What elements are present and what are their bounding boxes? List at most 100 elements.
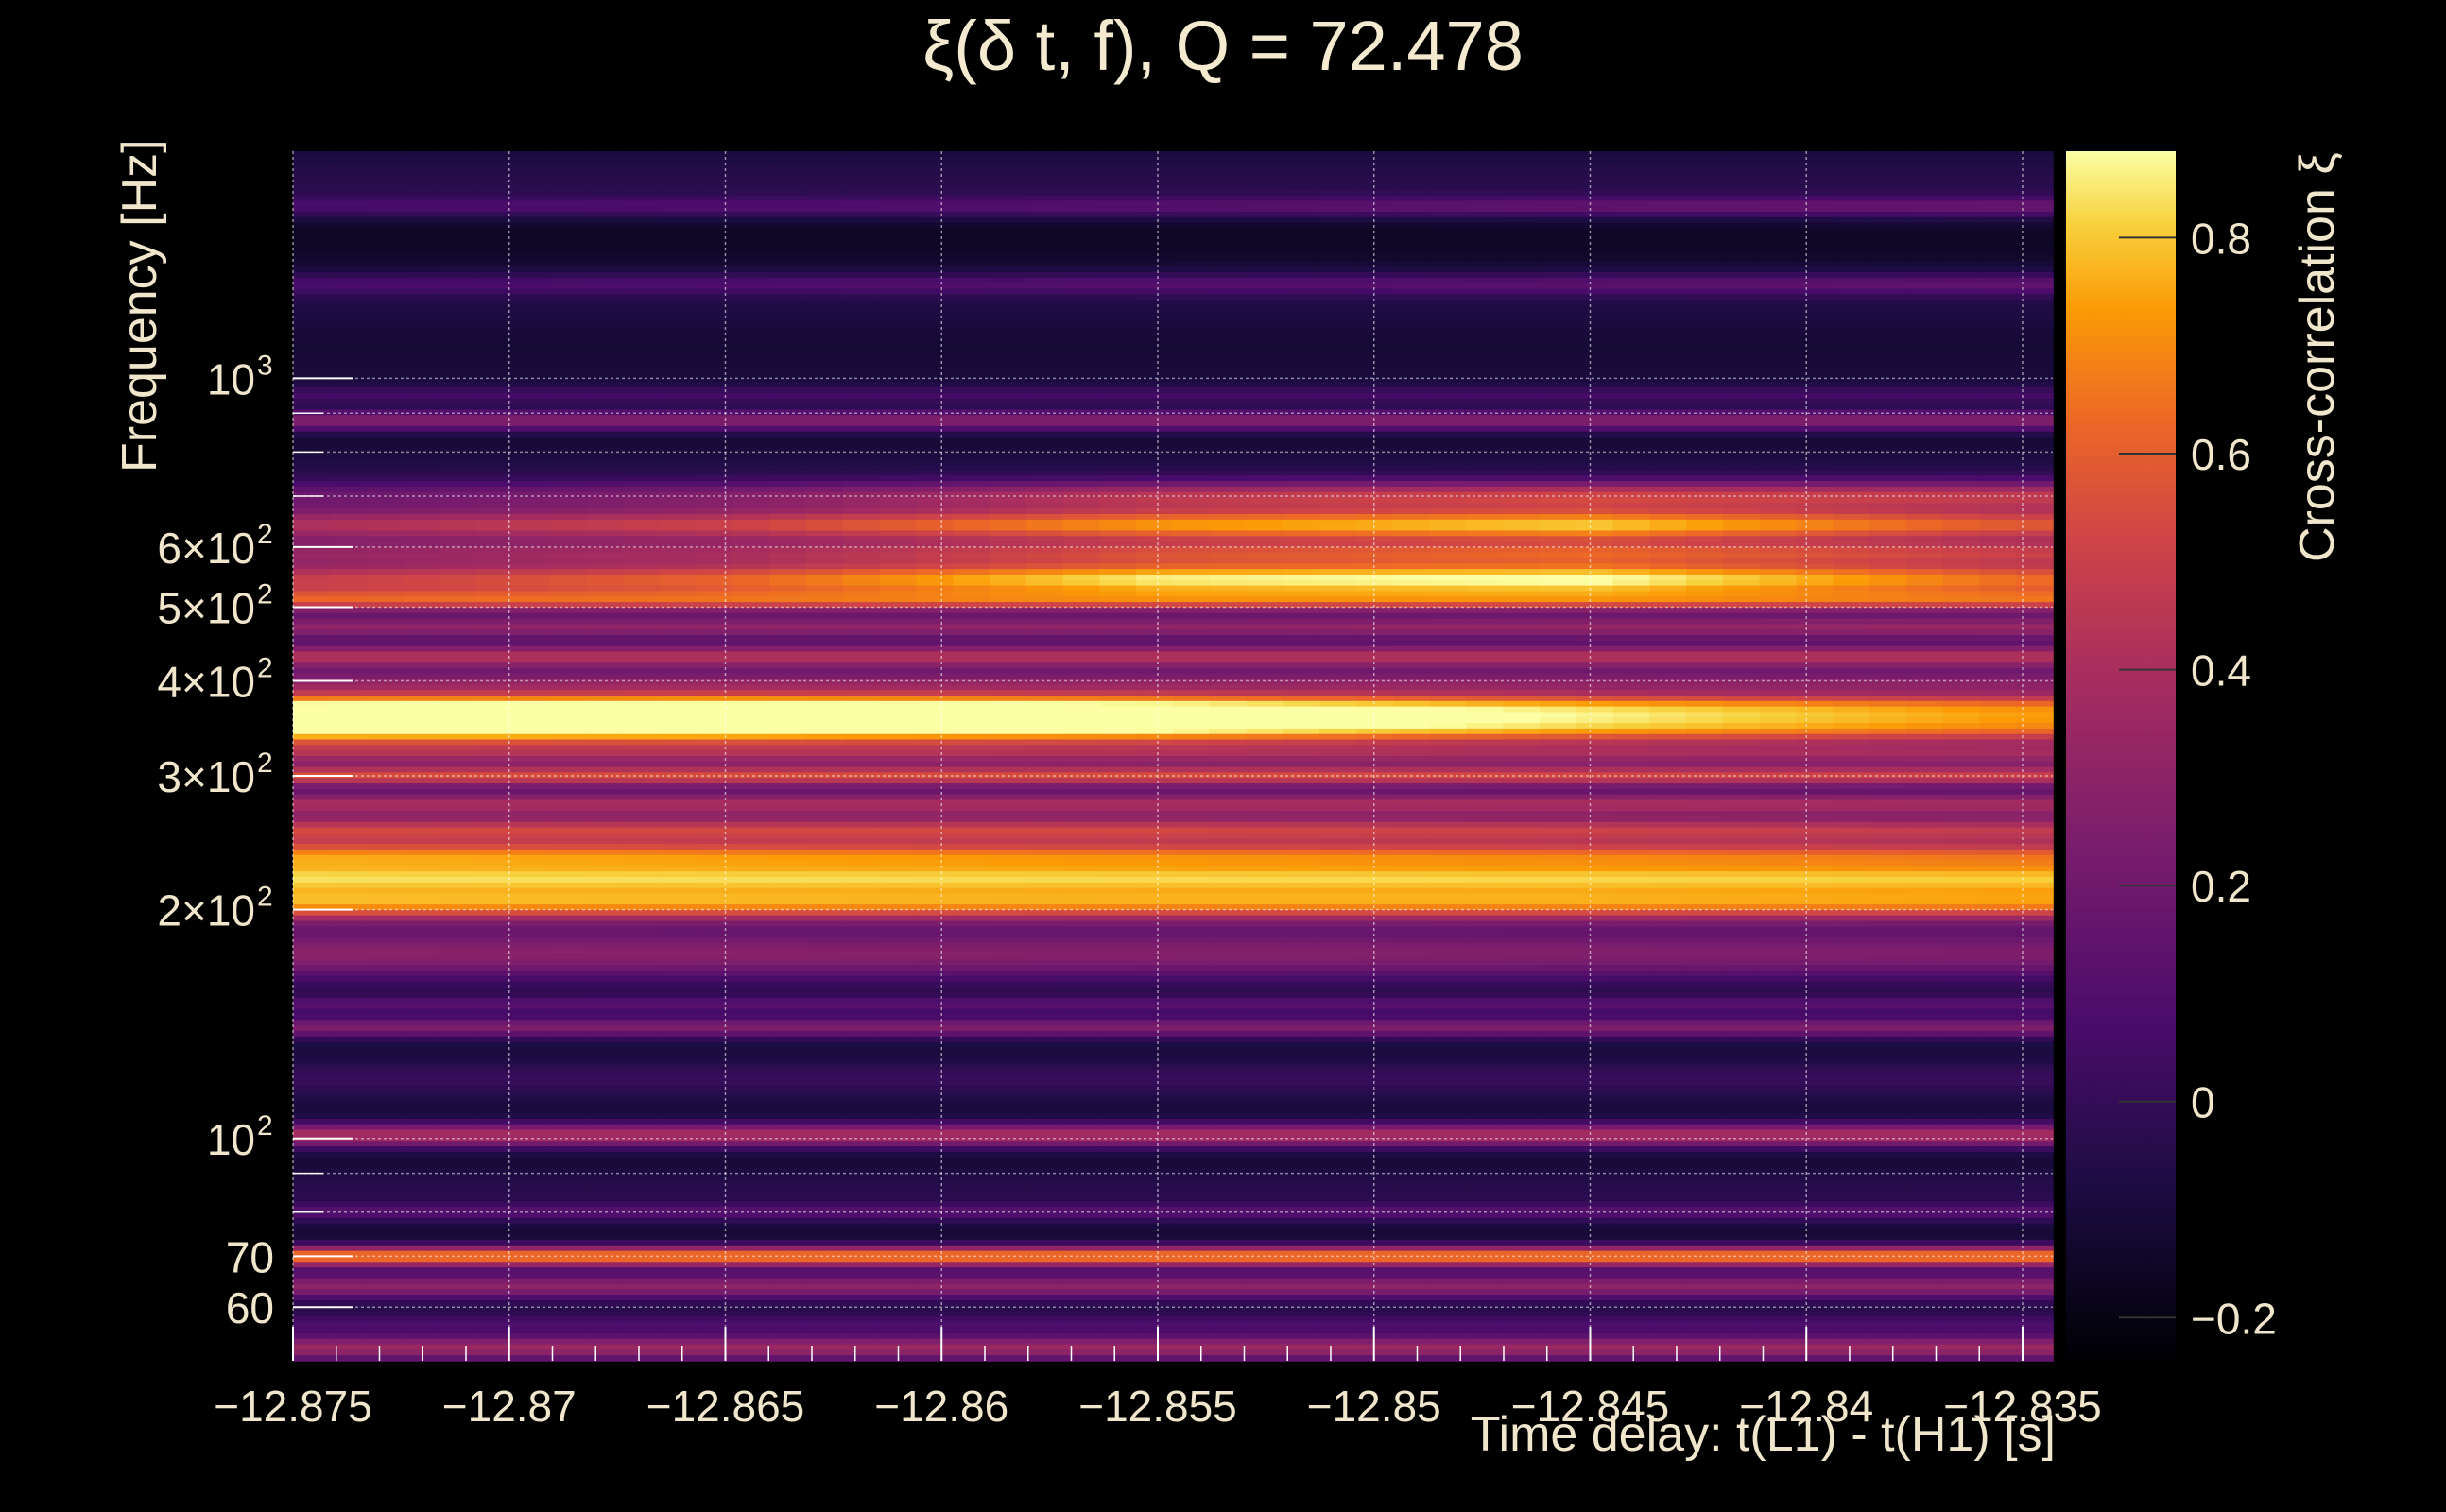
heatmap-cell xyxy=(1062,266,1101,273)
heatmap-cell xyxy=(696,552,734,559)
heatmap-cell xyxy=(1429,216,1468,224)
heatmap-cell xyxy=(1759,228,1798,235)
heatmap-cell xyxy=(1392,294,1431,301)
heatmap-cell xyxy=(586,431,624,438)
heatmap-cell xyxy=(329,304,368,312)
heatmap-cell xyxy=(769,327,807,334)
heatmap-cell xyxy=(366,475,405,482)
heatmap-cell xyxy=(1466,640,1504,647)
heatmap-cell xyxy=(916,524,955,532)
heatmap-cell xyxy=(879,249,918,257)
heatmap-cell xyxy=(1246,508,1284,515)
heatmap-cell xyxy=(1905,491,1944,499)
heatmap-cell xyxy=(1466,167,1504,175)
heatmap-cell xyxy=(1539,393,1577,400)
heatmap-cell xyxy=(1722,200,1761,207)
heatmap-cell xyxy=(329,409,368,417)
heatmap-cell xyxy=(586,216,624,224)
heatmap-cell xyxy=(1905,624,1944,630)
heatmap-cell xyxy=(1979,151,2018,158)
heatmap-cell xyxy=(1503,607,1541,614)
heatmap-cell xyxy=(293,629,331,636)
heatmap-cell xyxy=(879,156,918,163)
heatmap-cell xyxy=(1246,437,1284,444)
heatmap-cell xyxy=(1025,206,1064,213)
heatmap-cell xyxy=(366,491,405,499)
heatmap-cell xyxy=(1796,448,1834,455)
heatmap-cell xyxy=(1355,579,1394,587)
heatmap-cell xyxy=(1539,497,1577,505)
heatmap-cell xyxy=(1283,249,1320,257)
heatmap-cell xyxy=(1466,684,1504,691)
heatmap-cell xyxy=(696,415,734,421)
heatmap-cell xyxy=(1759,249,1798,257)
heatmap-cell xyxy=(916,679,955,686)
heatmap-cell xyxy=(1649,618,1687,626)
heatmap-cell xyxy=(1869,173,1907,180)
heatmap-cell xyxy=(1283,651,1320,659)
heatmap-cell xyxy=(1062,679,1101,686)
heatmap-cell xyxy=(1686,288,1724,296)
heatmap-cell xyxy=(329,354,368,361)
heatmap-cell xyxy=(1466,183,1504,191)
heatmap-cell xyxy=(1466,349,1504,356)
heatmap-cell xyxy=(1099,415,1138,421)
heatmap-cell xyxy=(1539,651,1577,659)
heatmap-cell xyxy=(1979,679,2018,686)
heatmap-cell xyxy=(623,425,661,433)
heatmap-cell xyxy=(1576,585,1614,593)
heatmap-cell xyxy=(1319,575,1357,581)
heatmap-cell xyxy=(623,645,661,653)
heatmap-cell xyxy=(1796,376,1834,384)
heatmap-cell xyxy=(1942,304,1981,312)
heatmap-cell xyxy=(1025,442,1064,449)
heatmap-cell xyxy=(1979,173,2018,180)
heatmap-cell xyxy=(732,244,771,251)
heatmap-cell xyxy=(659,591,698,598)
heatmap-cell xyxy=(1612,662,1651,669)
heatmap-cell xyxy=(1025,470,1064,477)
heatmap-cell xyxy=(403,635,440,642)
heatmap-cell xyxy=(1099,167,1138,175)
heatmap-cell xyxy=(1173,448,1211,455)
heatmap-cell xyxy=(475,591,514,598)
heatmap-cell xyxy=(549,151,588,158)
heatmap-cell xyxy=(1576,657,1614,663)
heatmap-cell xyxy=(1062,195,1101,202)
heatmap-cell xyxy=(696,524,734,532)
heatmap-cell xyxy=(1612,337,1651,345)
heatmap-cell xyxy=(1833,448,1870,455)
heatmap-cell xyxy=(439,475,477,482)
heatmap-cell xyxy=(1503,387,1541,394)
heatmap-cell xyxy=(1246,316,1284,323)
heatmap-cell xyxy=(1649,151,1687,158)
heatmap-cell xyxy=(1905,421,1944,427)
heatmap-cell xyxy=(1173,530,1211,538)
heatmap-cell xyxy=(806,404,844,411)
heatmap-cell xyxy=(1429,448,1468,455)
heatmap-cell xyxy=(549,717,588,724)
heatmap-cell xyxy=(1905,337,1944,345)
heatmap-cell xyxy=(1355,602,1394,609)
heatmap-cell xyxy=(1209,421,1248,427)
heatmap-cell xyxy=(1466,530,1504,538)
heatmap-cell xyxy=(696,398,734,405)
heatmap-cell xyxy=(329,343,368,351)
heatmap-cell xyxy=(1869,635,1907,642)
heatmap-cell xyxy=(659,712,698,719)
heatmap-cell xyxy=(1649,464,1687,472)
heatmap-cell xyxy=(806,569,844,576)
heatmap-cell xyxy=(806,514,844,521)
heatmap-cell xyxy=(586,712,624,719)
heatmap-cell xyxy=(1025,552,1064,559)
heatmap-cell xyxy=(1869,464,1907,472)
heatmap-cell xyxy=(1722,349,1761,356)
heatmap-cell xyxy=(696,382,734,388)
heatmap-cell xyxy=(1025,596,1064,603)
heatmap-cell xyxy=(1466,541,1504,548)
heatmap-cell xyxy=(1466,404,1504,411)
heatmap-cell xyxy=(1686,365,1724,372)
heatmap-cell xyxy=(696,216,734,224)
heatmap-cell xyxy=(1905,458,1944,466)
heatmap-cell xyxy=(696,261,734,267)
